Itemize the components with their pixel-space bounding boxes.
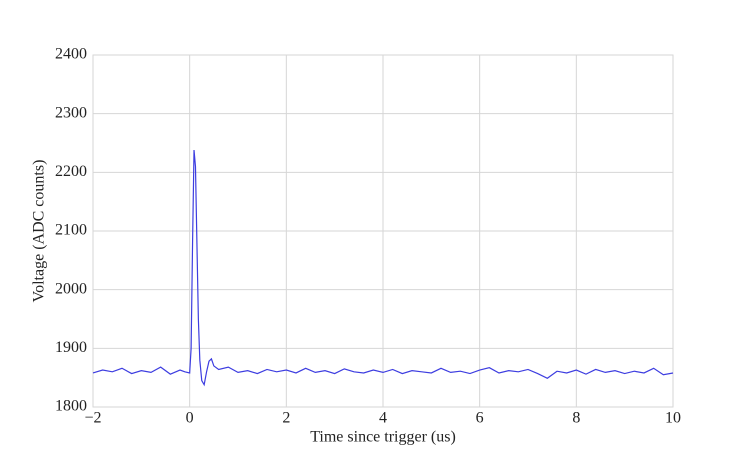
x-tick-label: 0 [186, 410, 194, 427]
x-tick-label: 6 [476, 410, 484, 427]
y-tick-label: 2200 [55, 163, 87, 180]
x-tick-label: 4 [379, 410, 387, 427]
y-tick-label: 2000 [55, 280, 87, 297]
data-line [92, 149, 674, 387]
y-tick-label: 2400 [55, 46, 87, 63]
y-axis-label: Voltage (ADC counts) [31, 160, 48, 303]
y-tick-label: 2100 [55, 222, 87, 239]
y-tick-label: 2300 [55, 104, 87, 121]
x-tick-label: 8 [572, 410, 580, 427]
x-tick-label: −2 [84, 410, 101, 427]
x-axis-label: Time since trigger (us) [310, 429, 456, 446]
x-tick-label: 2 [282, 410, 290, 427]
y-tick-label: 1800 [55, 398, 87, 415]
y-tick-label: 1900 [55, 339, 87, 356]
x-tick-label: 10 [665, 410, 681, 427]
plot-frame [92, 54, 674, 408]
